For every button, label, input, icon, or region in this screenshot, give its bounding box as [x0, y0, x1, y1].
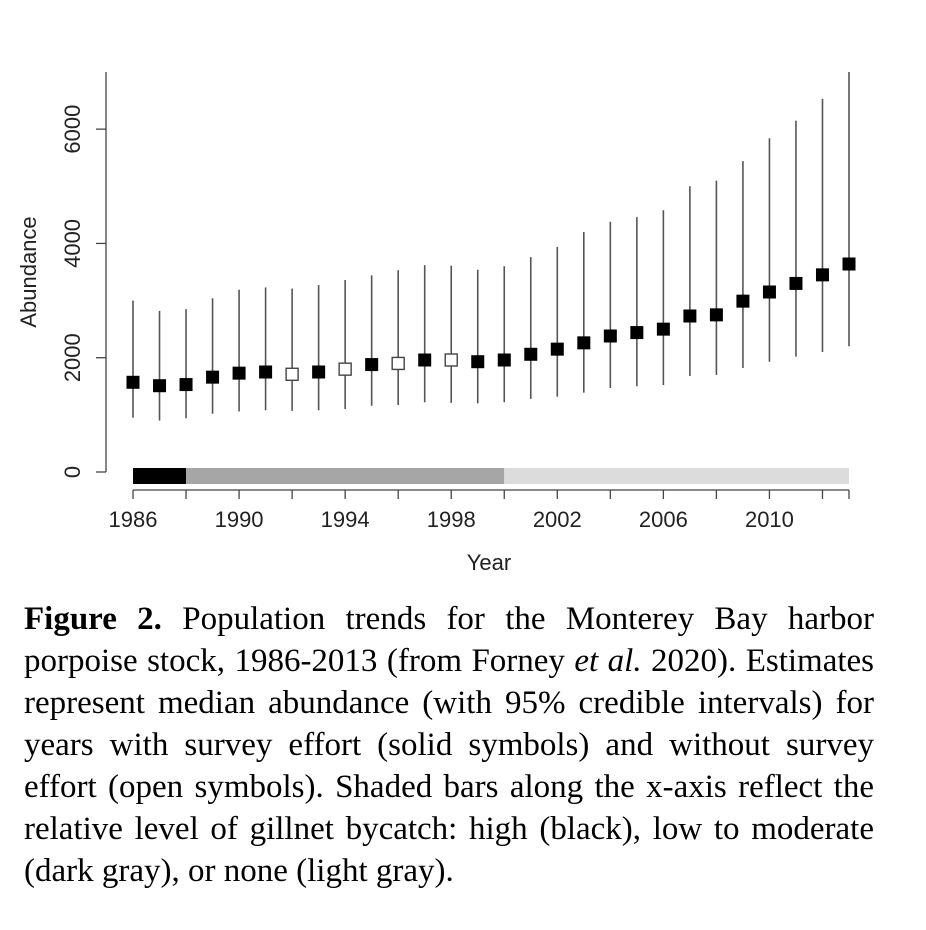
bycatch-bar-none [504, 468, 849, 484]
y-tick-label: 6000 [60, 105, 85, 154]
median-point-solid [762, 285, 776, 299]
x-axis: 1986 1990 1994 1998 2002 2006 2010 [109, 489, 850, 532]
median-point-solid [630, 326, 644, 340]
abundance-chart: 0 2000 4000 6000 1986 1990 1994 1998 2002 2006 20… [16, 72, 856, 575]
median-point-solid [497, 353, 511, 367]
figure-caption: Figure 2. Population trends for the Mont… [24, 598, 874, 892]
credible-intervals [132, 72, 850, 421]
median-point-solid [789, 276, 803, 290]
median-point-open [338, 362, 352, 376]
median-point-solid [842, 257, 856, 271]
bycatch-bar-low-to-moderate [186, 468, 505, 484]
median-points [126, 257, 856, 393]
median-point-solid [232, 366, 246, 380]
median-point-solid [365, 358, 379, 372]
y-axis-label: Abundance [16, 216, 41, 327]
median-point-open [444, 353, 458, 367]
median-point-solid [815, 268, 829, 282]
median-point-solid [259, 365, 273, 379]
bycatch-bars [133, 468, 849, 484]
median-point-solid [471, 355, 485, 369]
median-point-solid [524, 347, 538, 361]
median-point-solid [153, 379, 167, 393]
y-tick-label: 0 [60, 466, 85, 478]
x-tick-label: 2006 [639, 507, 688, 532]
caption-italic: et al. [574, 643, 642, 679]
median-point-solid [656, 322, 670, 336]
x-tick-label: 1994 [321, 507, 370, 532]
x-tick-label: 2010 [745, 507, 794, 532]
median-point-solid [179, 378, 193, 392]
caption-label: Figure 2. [24, 601, 162, 637]
bycatch-bar-high [133, 468, 187, 484]
x-tick-label: 2002 [533, 507, 582, 532]
median-point-open [391, 356, 405, 371]
y-axis: 0 2000 4000 6000 [60, 72, 107, 478]
median-point-solid [683, 309, 697, 323]
caption-text-2: 2020). Estimates represent median abunda… [24, 643, 875, 889]
y-tick-label: 4000 [60, 219, 85, 268]
median-point-open [285, 367, 299, 381]
median-point-solid [206, 370, 220, 384]
x-tick-label: 1990 [215, 507, 264, 532]
y-tick-label: 2000 [60, 333, 85, 382]
median-point-solid [550, 342, 564, 356]
x-axis-label: Year [467, 550, 511, 575]
median-point-solid [603, 329, 617, 343]
caption-text: Population trends for the Monterey Bay h… [24, 601, 874, 679]
median-point-solid [126, 375, 140, 389]
median-point-solid [709, 308, 723, 322]
median-point-solid [736, 294, 750, 308]
median-point-solid [418, 353, 432, 367]
median-point-solid [577, 336, 591, 350]
x-tick-label: 1998 [427, 507, 476, 532]
x-tick-label: 1986 [109, 507, 158, 532]
median-point-solid [312, 365, 326, 379]
